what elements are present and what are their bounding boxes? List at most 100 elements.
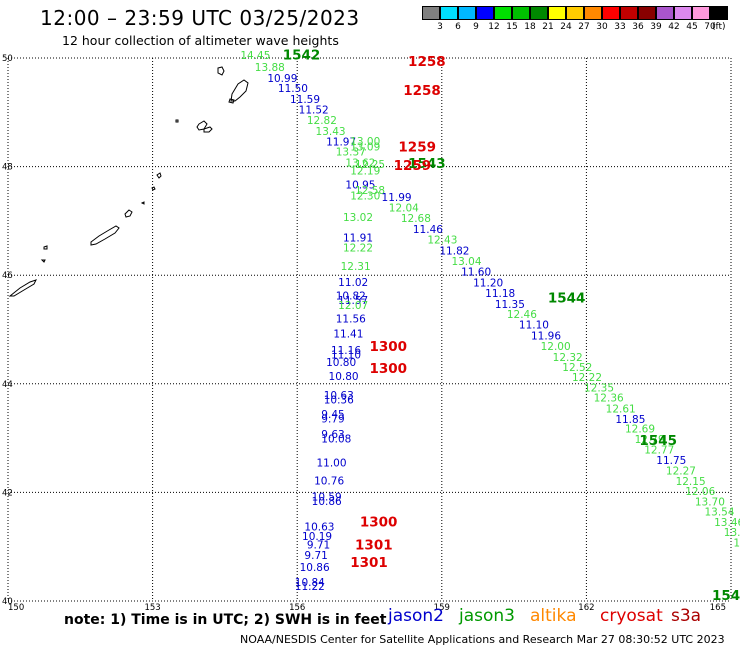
wave-height-label: 10.82 (336, 291, 366, 303)
colorbar-swatch (548, 6, 566, 20)
pass-time-label: 1543 (408, 156, 446, 172)
wave-height-label: 9.71 (304, 550, 327, 562)
wave-height-label: 11.20 (473, 278, 503, 290)
wave-height-label: 11.57 (338, 295, 368, 307)
wave-height-label: 11.97 (326, 136, 356, 148)
colorbar-swatch (656, 6, 674, 20)
colorbar-swatch (440, 6, 458, 20)
pass-time-label: 1300 (370, 361, 408, 377)
colorbar-label: 15 (506, 22, 518, 32)
wave-height-label: 11.60 (461, 267, 491, 279)
satellite-legend-jason2: jason2 (388, 606, 444, 626)
wave-height-label: 10.36 (324, 394, 354, 406)
pass-time-label: 1544 (548, 290, 586, 306)
wave-height-label: 11.85 (615, 414, 645, 426)
lon-tick-label: 165 (710, 603, 726, 613)
wave-height-label: 13.02 (343, 212, 373, 224)
wave-height-label: 10.80 (326, 357, 356, 369)
wave-height-label: 11.10 (331, 349, 361, 361)
colorbar-swatch (602, 6, 620, 20)
colorbar-swatch (584, 6, 602, 20)
colorbar-label: 33 (614, 22, 626, 32)
wave-height-label: 11.22 (295, 581, 325, 593)
pass-time-label: 1301 (355, 537, 393, 553)
lon-tick-label: 156 (289, 603, 305, 613)
colorbar-label: 9 (473, 22, 479, 32)
wave-height-label: 10.95 (345, 179, 375, 191)
lon-tick-label: 153 (144, 603, 160, 613)
colorbar-label: 12 (488, 22, 500, 32)
lat-tick-label: 44 (2, 380, 13, 390)
wave-height-label: 12.30 (350, 191, 380, 203)
colorbar-label: 18 (524, 22, 536, 32)
pass-time-label: 1542 (283, 48, 321, 64)
wave-height-label: 10.80 (329, 371, 359, 383)
wave-height-label: 12.77 (644, 444, 674, 456)
pass-time-label: 1258 (403, 83, 441, 99)
colorbar-label: 21 (542, 22, 554, 32)
wave-height-label: 10.63 (324, 390, 354, 402)
wave-height-label: 10.86 (300, 562, 330, 574)
wave-height-label: 11.02 (338, 277, 368, 289)
wave-height-label: 12.25 (355, 159, 385, 171)
colorbar-label: 3 (437, 22, 443, 32)
satellite-legend-s3a: s3a (671, 606, 702, 626)
wave-height-label: 12.19 (350, 166, 380, 178)
island (40, 259, 46, 263)
wave-height-label: 12.04 (389, 203, 419, 215)
wave-height-label: 11.59 (290, 94, 320, 106)
page-title: 12:00 – 23:59 UTC 03/25/2023 (40, 6, 360, 30)
wave-height-label: 13.88 (255, 62, 285, 74)
pass-time-label: 1301 (350, 555, 388, 571)
island (217, 66, 225, 76)
wave-height-label: 11.82 (439, 246, 469, 258)
footer-note: note: 1) Time is in UTC; 2) SWH is in fe… (64, 612, 387, 628)
colorbar-swatch (422, 6, 440, 20)
wave-height-label: 10.19 (302, 531, 332, 543)
wave-height-label: 12.68 (401, 213, 431, 225)
colorbar-label: 6 (455, 22, 461, 32)
wave-height-label: 12.79 (635, 434, 665, 446)
lat-tick-label: 46 (2, 271, 13, 281)
wave-height-label: 11.99 (382, 192, 412, 204)
page-subtitle: 12 hour collection of altimeter wave hei… (62, 33, 339, 48)
wave-height-label: 12.31 (341, 261, 371, 273)
wave-height-label: 11.46 (413, 224, 443, 236)
footer-credit: NOAA/NESDIS Center for Satellite Applica… (240, 633, 725, 646)
wave-height-label: 11.16 (331, 345, 361, 357)
colorbar-label: 24 (560, 22, 572, 32)
island (124, 209, 133, 218)
colorbar-label: 36 (632, 22, 644, 32)
wave-height-label: 12.06 (685, 486, 715, 498)
island (175, 119, 179, 123)
pass-time-label: 1300 (360, 515, 398, 531)
wave-height-label: 11.35 (495, 299, 525, 311)
wave-height-label: 12.46 (507, 309, 537, 321)
wave-height-label: 11.75 (656, 455, 686, 467)
wave-height-label: 12.52 (562, 362, 592, 374)
colorbar-swatch (638, 6, 656, 20)
wave-height-label: 12.61 (606, 404, 636, 416)
wave-height-label: 11.56 (336, 313, 366, 325)
wave-height-label: 13.37 (336, 147, 366, 159)
wave-height-label: 10.59 (312, 492, 342, 504)
wave-height-label: 10.76 (314, 475, 344, 487)
lat-tick-label: 42 (2, 488, 13, 498)
pass-time-label: 1259 (398, 139, 436, 155)
colorbar-swatch (512, 6, 530, 20)
island (156, 172, 162, 179)
wave-height-label: 9.71 (307, 539, 330, 551)
wave-height-label: 13.00 (350, 136, 380, 148)
lon-tick-label: 150 (8, 603, 24, 613)
satellite-legend-jason3: jason3 (459, 606, 515, 626)
colorbar-swatch (692, 6, 710, 20)
wave-height-label: 11.91 (343, 233, 373, 245)
wave-height-label: 10.86 (312, 496, 342, 508)
lon-tick-label: 162 (578, 603, 594, 613)
island (8, 279, 37, 297)
colorbar-swatch (674, 6, 692, 20)
wave-height-label: 11.52 (299, 104, 329, 116)
colorbar-swatch (620, 6, 638, 20)
wave-height-label: 9.63 (321, 429, 344, 441)
wave-height-label: 12.69 (625, 424, 655, 436)
